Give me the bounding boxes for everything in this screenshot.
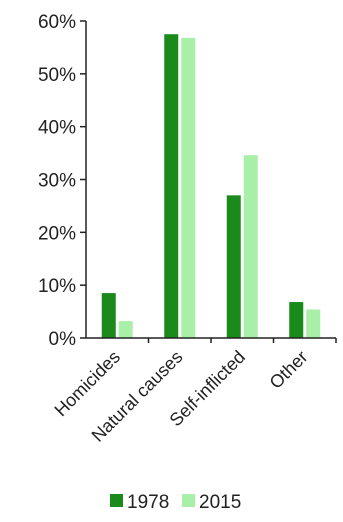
bar-1978-0 (101, 293, 116, 338)
legend-label: 2015 (199, 492, 241, 513)
bar-1978-3 (289, 302, 304, 338)
y-tick-label: 10% (38, 276, 76, 297)
y-tick-label: 60% (38, 12, 76, 33)
bar-2015-1 (181, 37, 196, 338)
legend: 1978 2015 (110, 492, 241, 513)
legend-swatch-2015 (182, 494, 195, 507)
legend-swatch-1978 (110, 494, 123, 507)
bar-2015-2 (243, 155, 258, 338)
y-tick-label: 30% (38, 171, 76, 192)
bars (101, 34, 321, 338)
bar-2015-0 (118, 321, 133, 338)
y-tick-label: 0% (49, 329, 77, 350)
y-tick-label: 40% (38, 118, 76, 139)
bar-2015-3 (306, 309, 321, 338)
x-category-label: Other (266, 347, 312, 393)
bar-1978-1 (164, 34, 179, 338)
bar-1978-2 (226, 195, 241, 338)
y-axis: 0% 10% 20% 30% 40% 50% 60% (38, 12, 87, 350)
legend-label: 1978 (127, 492, 169, 513)
y-tick-label: 20% (38, 223, 76, 244)
y-tick-label: 50% (38, 65, 76, 86)
